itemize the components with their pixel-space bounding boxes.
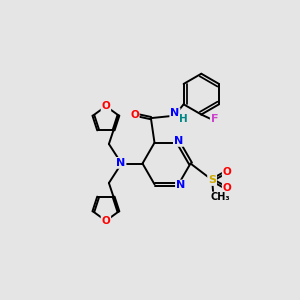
Text: F: F [211, 114, 218, 124]
Text: N: N [176, 181, 185, 190]
Text: O: O [101, 216, 110, 226]
Text: CH₃: CH₃ [210, 192, 230, 203]
Text: N: N [116, 158, 125, 168]
Text: H: H [179, 114, 188, 124]
Text: N: N [170, 108, 179, 118]
Text: S: S [208, 175, 216, 185]
Text: O: O [223, 183, 232, 194]
Text: O: O [130, 110, 139, 119]
Text: N: N [174, 136, 183, 146]
Text: O: O [223, 167, 232, 177]
Text: O: O [101, 101, 110, 111]
